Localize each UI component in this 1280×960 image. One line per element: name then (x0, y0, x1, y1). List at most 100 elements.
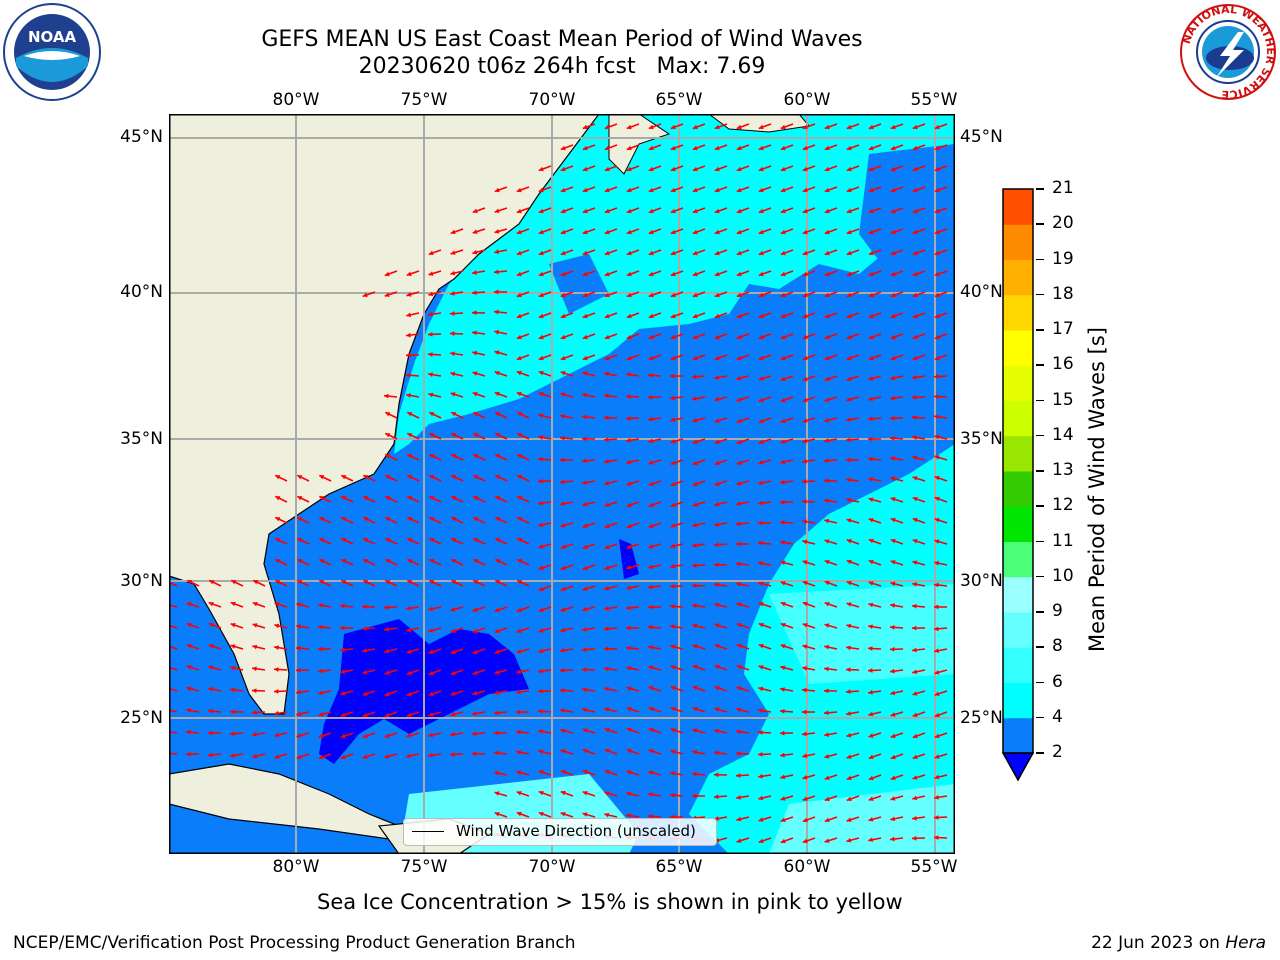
wind-arrow-head (714, 292, 720, 298)
wind-arrow-head (736, 643, 742, 649)
wind-arrow-head (450, 392, 456, 397)
wind-arrow-head (736, 439, 742, 445)
wind-arrow-head (648, 271, 654, 277)
wind-arrow-head (648, 438, 654, 444)
wind-arrow-head (868, 187, 874, 193)
wind-arrow-head (670, 271, 676, 277)
wind-arrow-head (846, 124, 852, 130)
wind-arrow-head (648, 749, 654, 754)
wind-arrow-head (560, 565, 566, 571)
wind-arrow-head (648, 355, 654, 361)
wind-arrow-head (274, 602, 280, 607)
wind-arrow-head (824, 518, 830, 524)
wind-arrow-head (626, 334, 632, 340)
noaa-logo-text: NOAA (28, 28, 77, 46)
wind-arrow-head (890, 208, 896, 214)
wind-arrow-head (362, 712, 368, 718)
wind-arrow-head (385, 433, 391, 438)
wind-arrow-head (890, 395, 895, 401)
wind-arrow-head (516, 334, 522, 340)
wind-arrow-head (604, 606, 609, 611)
wind-arrow-head (341, 475, 347, 480)
wind-arrow-head (934, 582, 939, 588)
lon-label-bottom-60w: 60°W (783, 857, 831, 877)
wind-arrow-head (626, 605, 631, 611)
wind-arrow-head (824, 208, 830, 214)
wind-arrow-head (297, 475, 303, 480)
wind-arrow-head (802, 580, 808, 586)
wind-arrow-head (736, 581, 742, 587)
map-title: GEFS MEAN US East Coast Mean Period of W… (261, 27, 863, 52)
wind-arrow-head (780, 313, 786, 319)
wind-arrow-head (912, 775, 918, 780)
wind-arrow-head (406, 649, 412, 654)
wind-arrow-head (934, 394, 939, 400)
wind-arrow-head (494, 628, 500, 634)
wind-arrow-shaft (169, 645, 178, 650)
wind-arrow-head (868, 376, 874, 381)
wind-arrow-head (473, 496, 479, 501)
wind-arrow-head (802, 665, 808, 671)
wind-arrow-head (934, 355, 940, 361)
wind-arrow-head (780, 581, 786, 586)
wind-arrow-head (890, 775, 896, 781)
colorbar-tick-mark (1036, 540, 1044, 542)
wind-arrow-head (890, 646, 895, 652)
wind-arrow-head (736, 773, 741, 778)
wind-arrow-head (363, 580, 369, 585)
colorbar-cell (1003, 506, 1033, 542)
wind-arrow-head (868, 396, 874, 402)
wind-arrow-head (824, 313, 830, 319)
wind-arrow-head (363, 517, 369, 522)
wind-arrow-head (604, 229, 610, 235)
wind-arrow-head (780, 376, 786, 382)
wind-arrow-head (538, 478, 543, 484)
wind-arrow-head (626, 187, 632, 193)
wind-arrow-head (648, 584, 653, 590)
colorbar-cell (1003, 682, 1033, 719)
wind-arrow-head (604, 523, 610, 529)
lat-label-right-30n: 30°N (960, 571, 1003, 591)
wind-arrow-head (318, 646, 323, 652)
wind-arrow-head (472, 249, 478, 255)
wind-arrow-head (714, 271, 720, 277)
wind-arrow-head (385, 475, 391, 480)
wind-arrow-head (384, 733, 390, 739)
colorbar-tick-mark (1036, 752, 1044, 754)
lon-label-bottom-70w: 70°W (528, 857, 576, 877)
wind-arrow-head (340, 647, 345, 653)
wind-arrow-head (340, 733, 346, 739)
wind-arrow-head (582, 334, 588, 340)
wind-arrow-head (890, 250, 896, 256)
wind-arrow-head (296, 689, 301, 695)
wind-arrow-head (714, 375, 719, 380)
wind-arrow-head (538, 770, 544, 775)
colorbar-tick-label: 18 (1052, 283, 1074, 304)
wind-arrow-head (472, 208, 478, 214)
wind-arrow-head (604, 355, 610, 361)
wind-arrow-head (407, 454, 413, 459)
wind-arrow-head (494, 607, 500, 613)
wind-arrow-head (626, 813, 631, 819)
wind-arrow-head (384, 626, 389, 632)
wind-arrow-head (582, 313, 588, 319)
wind-arrow-head (868, 476, 874, 482)
wind-arrow-head (252, 666, 257, 672)
wind-arrow-head (428, 392, 434, 398)
wind-arrow-head (912, 712, 918, 718)
wind-arrow-head (582, 436, 587, 442)
wind-arrow-head (451, 475, 457, 480)
wind-arrow-head (274, 710, 279, 716)
wind-arrow-head (560, 790, 566, 796)
wind-arrow-head (824, 559, 830, 565)
colorbar-cell (1003, 647, 1033, 683)
wind-arrow-head (385, 580, 391, 585)
wind-arrow-head (626, 502, 632, 508)
colorbar-cell (1003, 189, 1033, 225)
wind-arrow-head (538, 229, 544, 235)
colorbar-tick-mark (1036, 364, 1044, 366)
wind-arrow-head (648, 416, 653, 422)
wind-arrow-head (736, 334, 742, 340)
wind-arrow-head (473, 559, 479, 564)
wind-arrow-head (912, 517, 918, 523)
